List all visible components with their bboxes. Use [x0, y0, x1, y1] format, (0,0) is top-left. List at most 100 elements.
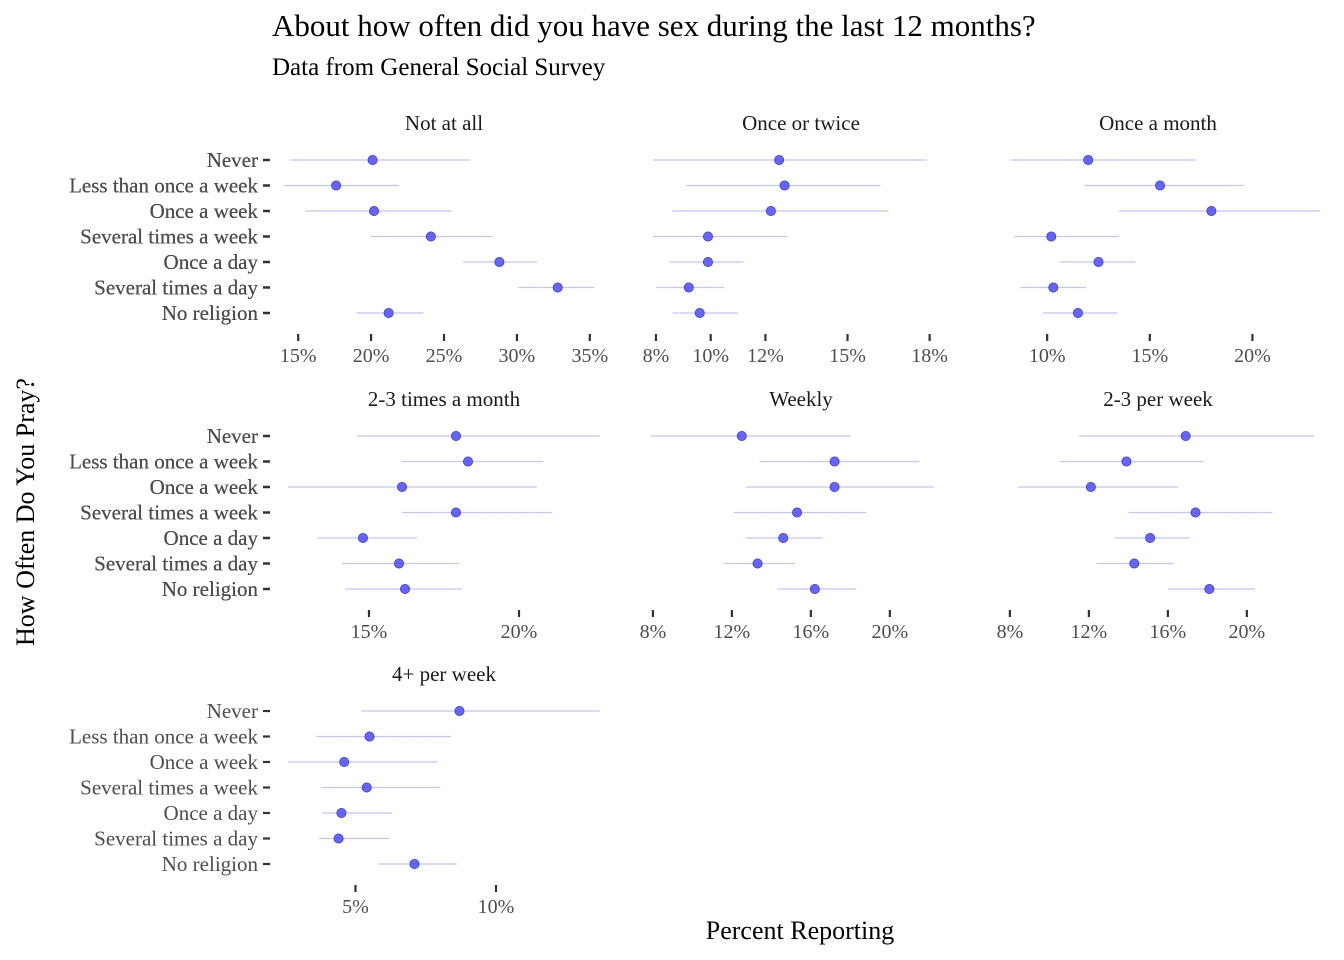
x-tick-label: 8% — [997, 621, 1024, 643]
y-tick-label: Less than once a week — [69, 450, 258, 474]
y-tick-label: Several times a week — [80, 225, 258, 249]
x-tick-label: 12% — [714, 621, 751, 643]
y-tick-label: Several times a day — [94, 276, 258, 300]
y-tick-label: Never — [207, 424, 258, 448]
data-point — [333, 833, 344, 844]
x-tick-label: 20% — [1234, 345, 1271, 367]
x-tick-label: 10% — [1029, 345, 1066, 367]
data-point — [357, 533, 368, 544]
y-tick-label: Once a day — [164, 526, 259, 550]
x-tick-label: 15% — [351, 621, 388, 643]
y-tick-label: Once a day — [164, 250, 259, 274]
data-point — [792, 507, 803, 518]
data-point — [1190, 507, 1201, 518]
x-tick-label: 10% — [692, 345, 729, 367]
y-tick-label: Several times a day — [94, 552, 258, 576]
data-point — [393, 558, 404, 569]
x-tick-label: 16% — [793, 621, 830, 643]
y-tick-label: Several times a day — [94, 552, 258, 576]
y-tick-label: No religion — [162, 577, 259, 601]
y-tick-label: Once a week — [150, 199, 259, 223]
y-tick-label: Less than once a week — [69, 174, 258, 198]
data-point — [774, 154, 785, 165]
y-tick-label: Once a week — [150, 475, 259, 499]
x-tick-label: 15% — [1131, 345, 1168, 367]
data-point — [829, 456, 840, 467]
y-tick-label: Less than once a week — [69, 174, 258, 198]
chart-subtitle: Data from General Social Survey — [272, 54, 606, 81]
x-tick-label: 5% — [342, 896, 369, 918]
y-tick-label: Once a week — [150, 475, 259, 499]
y-tick-label: Several times a week — [80, 501, 258, 525]
data-point — [1093, 256, 1104, 267]
y-tick-label: Never — [207, 148, 258, 172]
y-tick-label: Several times a week — [80, 501, 258, 525]
data-point — [409, 859, 420, 870]
y-tick-label: Several times a week — [80, 225, 258, 249]
data-point — [369, 205, 380, 216]
facet-label: Not at all — [405, 111, 483, 135]
data-point — [454, 706, 465, 717]
y-tick-label: Several times a day — [94, 276, 258, 300]
x-tick-label: 16% — [1150, 621, 1187, 643]
data-point — [361, 782, 372, 793]
x-tick-label: 12% — [1071, 621, 1108, 643]
y-tick-label: No religion — [162, 852, 259, 876]
data-point — [364, 731, 375, 742]
y-axis-title: How Often Do You Pray? — [11, 378, 40, 646]
y-tick-label: No religion — [162, 301, 259, 325]
data-point — [1129, 558, 1140, 569]
data-point — [450, 430, 461, 441]
y-tick-label: Once a day — [164, 526, 259, 550]
y-tick-label: No religion — [162, 577, 259, 601]
x-tick-label: 20% — [353, 345, 390, 367]
y-tick-label: Once a day — [164, 250, 259, 274]
data-point — [331, 180, 342, 191]
data-point — [367, 154, 378, 165]
data-point — [694, 307, 705, 318]
y-tick-label: Once a week — [150, 475, 259, 499]
y-tick-label: Less than once a week — [69, 174, 258, 198]
y-tick-label: Never — [207, 699, 258, 723]
x-tick-label: 15% — [280, 345, 317, 367]
data-point — [1206, 205, 1217, 216]
y-tick-label: Never — [207, 424, 258, 448]
y-tick-label: Once a week — [150, 199, 259, 223]
y-tick-label: No religion — [162, 301, 259, 325]
x-tick-label: 35% — [571, 345, 608, 367]
x-tick-label: 20% — [872, 621, 909, 643]
data-point — [336, 808, 347, 819]
x-tick-label: 25% — [426, 345, 463, 367]
chart-title: About how often did you have sex during … — [272, 8, 1036, 43]
y-tick-label: Less than once a week — [69, 725, 258, 749]
data-point — [494, 256, 505, 267]
y-tick-label: Several times a week — [80, 776, 258, 800]
data-point — [1048, 282, 1059, 293]
y-tick-label: Less than once a week — [69, 450, 258, 474]
data-point — [736, 430, 747, 441]
x-tick-label: 12% — [747, 345, 784, 367]
data-point — [765, 205, 776, 216]
y-tick-label: Once a day — [164, 250, 259, 274]
data-point — [778, 533, 789, 544]
data-point — [1121, 456, 1132, 467]
data-point — [702, 256, 713, 267]
y-tick-label: Never — [207, 148, 258, 172]
y-tick-label: Never — [207, 424, 258, 448]
data-point — [462, 456, 473, 467]
data-point — [1046, 231, 1057, 242]
data-point — [829, 481, 840, 492]
x-tick-label: 20% — [1229, 621, 1266, 643]
facet-label: Weekly — [769, 387, 833, 411]
y-tick-label: Once a week — [150, 199, 259, 223]
y-tick-label: Never — [207, 148, 258, 172]
data-point — [1155, 180, 1166, 191]
y-tick-label: Several times a week — [80, 225, 258, 249]
facet-label: 2-3 times a month — [368, 387, 521, 411]
data-point — [1145, 533, 1156, 544]
x-tick-label: 18% — [911, 345, 948, 367]
